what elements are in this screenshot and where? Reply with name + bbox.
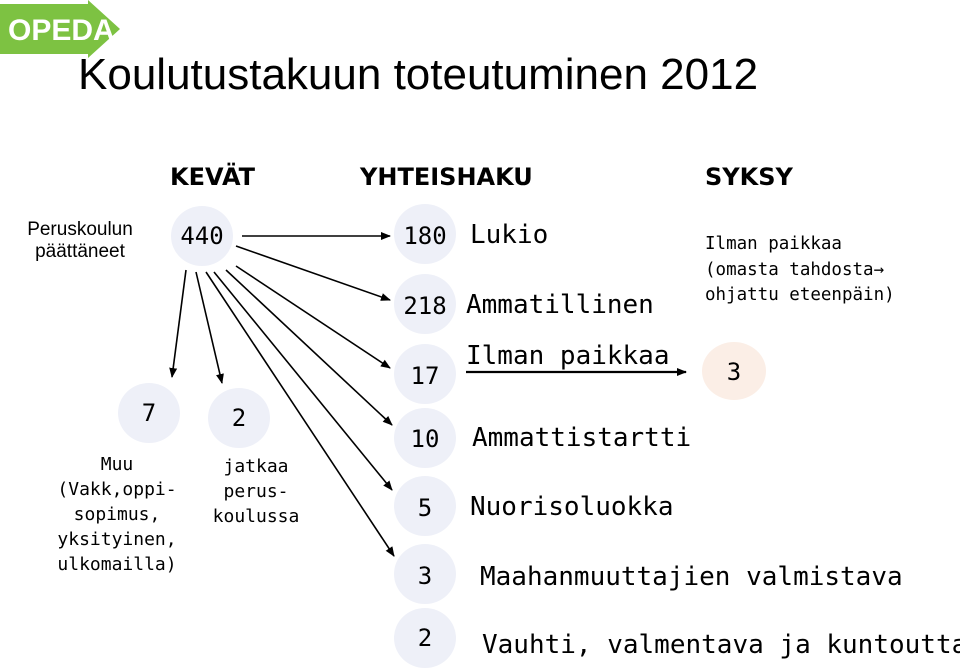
header-spring: KEVÄT (170, 163, 256, 191)
continue-label-line: perus- (223, 481, 289, 502)
header-autumn: SYKSY (705, 163, 793, 191)
source-label-line2: päättäneet (35, 241, 125, 262)
arrow-to-ilman-paikkaa (235, 265, 391, 369)
node-circle (394, 544, 456, 604)
other-circle (118, 383, 180, 443)
ammatillinen-value: 218 (403, 292, 447, 320)
continue-label: jatkaa perus- koulussa (196, 454, 316, 529)
vauhti-label: Vauhti, valmentava ja kuntouttava (482, 630, 960, 660)
node-circle (394, 408, 456, 468)
nuorisoluokka-label: Nuorisoluokka (470, 492, 674, 522)
node-circle (394, 344, 456, 404)
other-value: 7 (141, 399, 157, 427)
node-circle (394, 608, 456, 668)
lukio-label: Lukio (470, 220, 549, 250)
logo-text: OPEDA (8, 14, 115, 47)
other-label-line: yksityinen, (57, 529, 177, 550)
other-label-line: sopimus, (73, 504, 161, 525)
ammatillinen-label: Ammatillinen (466, 290, 654, 320)
source-label-line1: Peruskoulun (27, 219, 133, 240)
maahanmuuttajien-value: 3 (417, 562, 433, 590)
continue-label-line: jatkaa (223, 456, 289, 477)
source-label: Peruskoulun päättäneet (6, 219, 154, 263)
other-label-line: Muu (100, 454, 134, 475)
autumn-circle (702, 342, 766, 400)
other-label-line: ulkomailla) (57, 554, 177, 575)
ammattistartti-label: Ammattistartti (472, 423, 692, 453)
autumn-note-line: (omasta tahdosta→ (705, 259, 885, 280)
node-circle (394, 274, 456, 334)
node-circle (394, 476, 456, 536)
page-title: Koulutustakuun toteutuminen 2012 (78, 50, 759, 99)
lukio-value: 180 (403, 222, 447, 250)
autumn-value: 3 (726, 358, 742, 386)
ammattistartti-value: 10 (410, 425, 440, 453)
other-label: Muu (Vakk,oppi- sopimus, yksityinen, ulk… (28, 452, 206, 577)
autumn-note: Ilman paikkaa (omasta tahdosta→ ohjattu … (705, 232, 895, 309)
source-value: 440 (180, 222, 224, 250)
arrow-to-ammatillinen (235, 245, 391, 301)
other-label-line: (Vakk,oppi- (57, 479, 177, 500)
node-circle (394, 204, 456, 264)
nuorisoluokka-value: 5 (417, 494, 433, 522)
vauhti-value: 2 (417, 624, 433, 652)
continue-label-line: koulussa (212, 506, 300, 527)
source-circle (171, 206, 233, 266)
arrow-to-continue (195, 271, 224, 384)
maahanmuuttajien-label: Maahanmuuttajien valmistava (480, 562, 903, 592)
opeda-logo: OPEDA (0, 0, 120, 58)
continue-value: 2 (231, 404, 247, 432)
ilman-paikkaa-label: Ilman paikkaa (466, 341, 670, 371)
header-joint: YHTEISHAKU (360, 163, 533, 191)
autumn-note-line: Ilman paikkaa (705, 234, 842, 254)
arrow-to-other (169, 269, 187, 378)
ilman-paikkaa-value: 17 (410, 362, 440, 390)
autumn-note-line: ohjattu eteenpäin) (705, 285, 895, 305)
